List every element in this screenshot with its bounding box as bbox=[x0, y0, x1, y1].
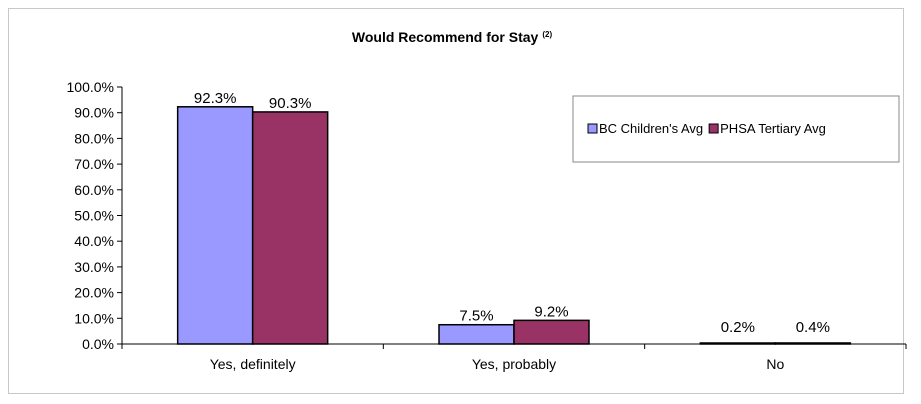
y-tick-label: 20.0% bbox=[74, 285, 114, 301]
data-label: 7.5% bbox=[459, 308, 493, 325]
x-category-label: No bbox=[766, 356, 784, 372]
data-label: 92.3% bbox=[194, 90, 237, 107]
data-label: 90.3% bbox=[269, 95, 312, 112]
y-tick-label: 70.0% bbox=[74, 156, 114, 172]
legend: BC Children's Avg PHSA Tertiary Avg bbox=[572, 95, 900, 163]
bar bbox=[774, 342, 852, 345]
data-label: 0.2% bbox=[721, 319, 755, 336]
x-category-label: Yes, probably bbox=[472, 356, 556, 372]
y-tick-label: 40.0% bbox=[74, 233, 114, 249]
legend-label: BC Children's Avg bbox=[599, 121, 703, 136]
y-tick-label: 80.0% bbox=[74, 130, 114, 146]
y-tick-label: 60.0% bbox=[74, 182, 114, 198]
data-labels: 92.3% 90.3% 7.5% 9.2% 0.2% 0.4% bbox=[194, 90, 830, 336]
legend-swatch bbox=[587, 123, 598, 134]
data-label: 0.4% bbox=[796, 319, 830, 336]
x-category-label: Yes, definitely bbox=[210, 356, 296, 372]
y-tick-label: 90.0% bbox=[74, 105, 114, 121]
y-tick-label: 10.0% bbox=[74, 310, 114, 326]
bar bbox=[176, 106, 254, 345]
y-tick-label: 100.0% bbox=[67, 79, 114, 95]
legend-box bbox=[572, 95, 900, 163]
bar bbox=[251, 111, 329, 345]
y-tick-label: 0.0% bbox=[82, 336, 114, 352]
legend-label: PHSA Tertiary Avg bbox=[720, 121, 826, 136]
legend-swatch bbox=[708, 123, 719, 134]
y-tick-label: 50.0% bbox=[74, 208, 114, 224]
bar bbox=[699, 342, 777, 345]
bar bbox=[438, 323, 515, 345]
chart-title-superscript: (2) bbox=[542, 30, 552, 39]
bars bbox=[176, 106, 852, 345]
bar bbox=[513, 319, 590, 345]
data-label: 9.2% bbox=[534, 303, 568, 320]
axes: 0.0% 10.0% 20.0% 30.0% 40.0% 50.0% 60.0% 70.0% 8… bbox=[67, 79, 907, 372]
chart-title: Would Recommend for Stay (2) bbox=[352, 29, 553, 45]
y-tick-label: 30.0% bbox=[74, 259, 114, 275]
chart-title-main: Would Recommend for Stay bbox=[352, 29, 539, 45]
